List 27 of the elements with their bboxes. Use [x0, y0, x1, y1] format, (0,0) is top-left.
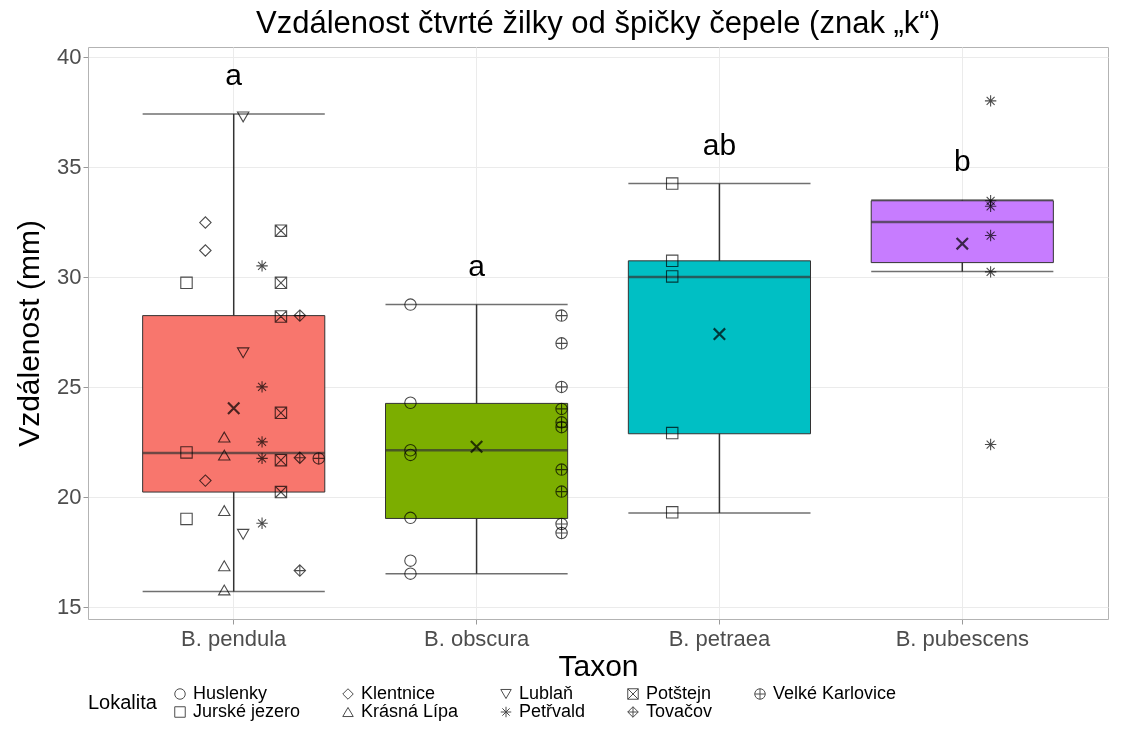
y-tick-label: 20: [57, 484, 82, 510]
annotation: ab: [702, 127, 737, 161]
legend-label: Jurské jezero: [193, 701, 301, 721]
y-tick-label: 25: [57, 374, 82, 400]
legend-title: Lokalita: [88, 691, 158, 713]
legend-label: Klentnice: [361, 683, 436, 703]
legend-label: Petřvald: [519, 701, 586, 721]
x-tick-label: B. petraea: [668, 625, 771, 651]
legend-label: Potštejn: [646, 683, 712, 703]
x-tick-label: B. obscura: [423, 625, 530, 651]
y-tick-label: 40: [57, 44, 82, 70]
y-axis-title: Vzdálenost (mm): [12, 220, 46, 447]
legend-label: Krásná Lípa: [361, 701, 460, 721]
annotation: b: [953, 143, 971, 177]
legend-label: Lublaň: [519, 683, 574, 703]
y-tick-label: 15: [57, 594, 82, 620]
legend-label: Tovačov: [646, 701, 713, 721]
legend-label: Velké Karlovice: [773, 683, 897, 703]
x-axis-title: Taxon: [558, 648, 639, 682]
legend-label: Huslenky: [193, 683, 268, 703]
x-tick-label: B. pendula: [181, 625, 288, 651]
y-tick-label: 30: [57, 264, 82, 290]
chart-title: Vzdálenost čtvrté žilky od špičky čepele (znak „k“): [256, 4, 940, 40]
annotation: a: [468, 248, 486, 282]
annotation: a: [225, 58, 243, 92]
x-tick-label: B. pubescens: [895, 625, 1029, 651]
y-tick-label: 35: [57, 154, 82, 180]
